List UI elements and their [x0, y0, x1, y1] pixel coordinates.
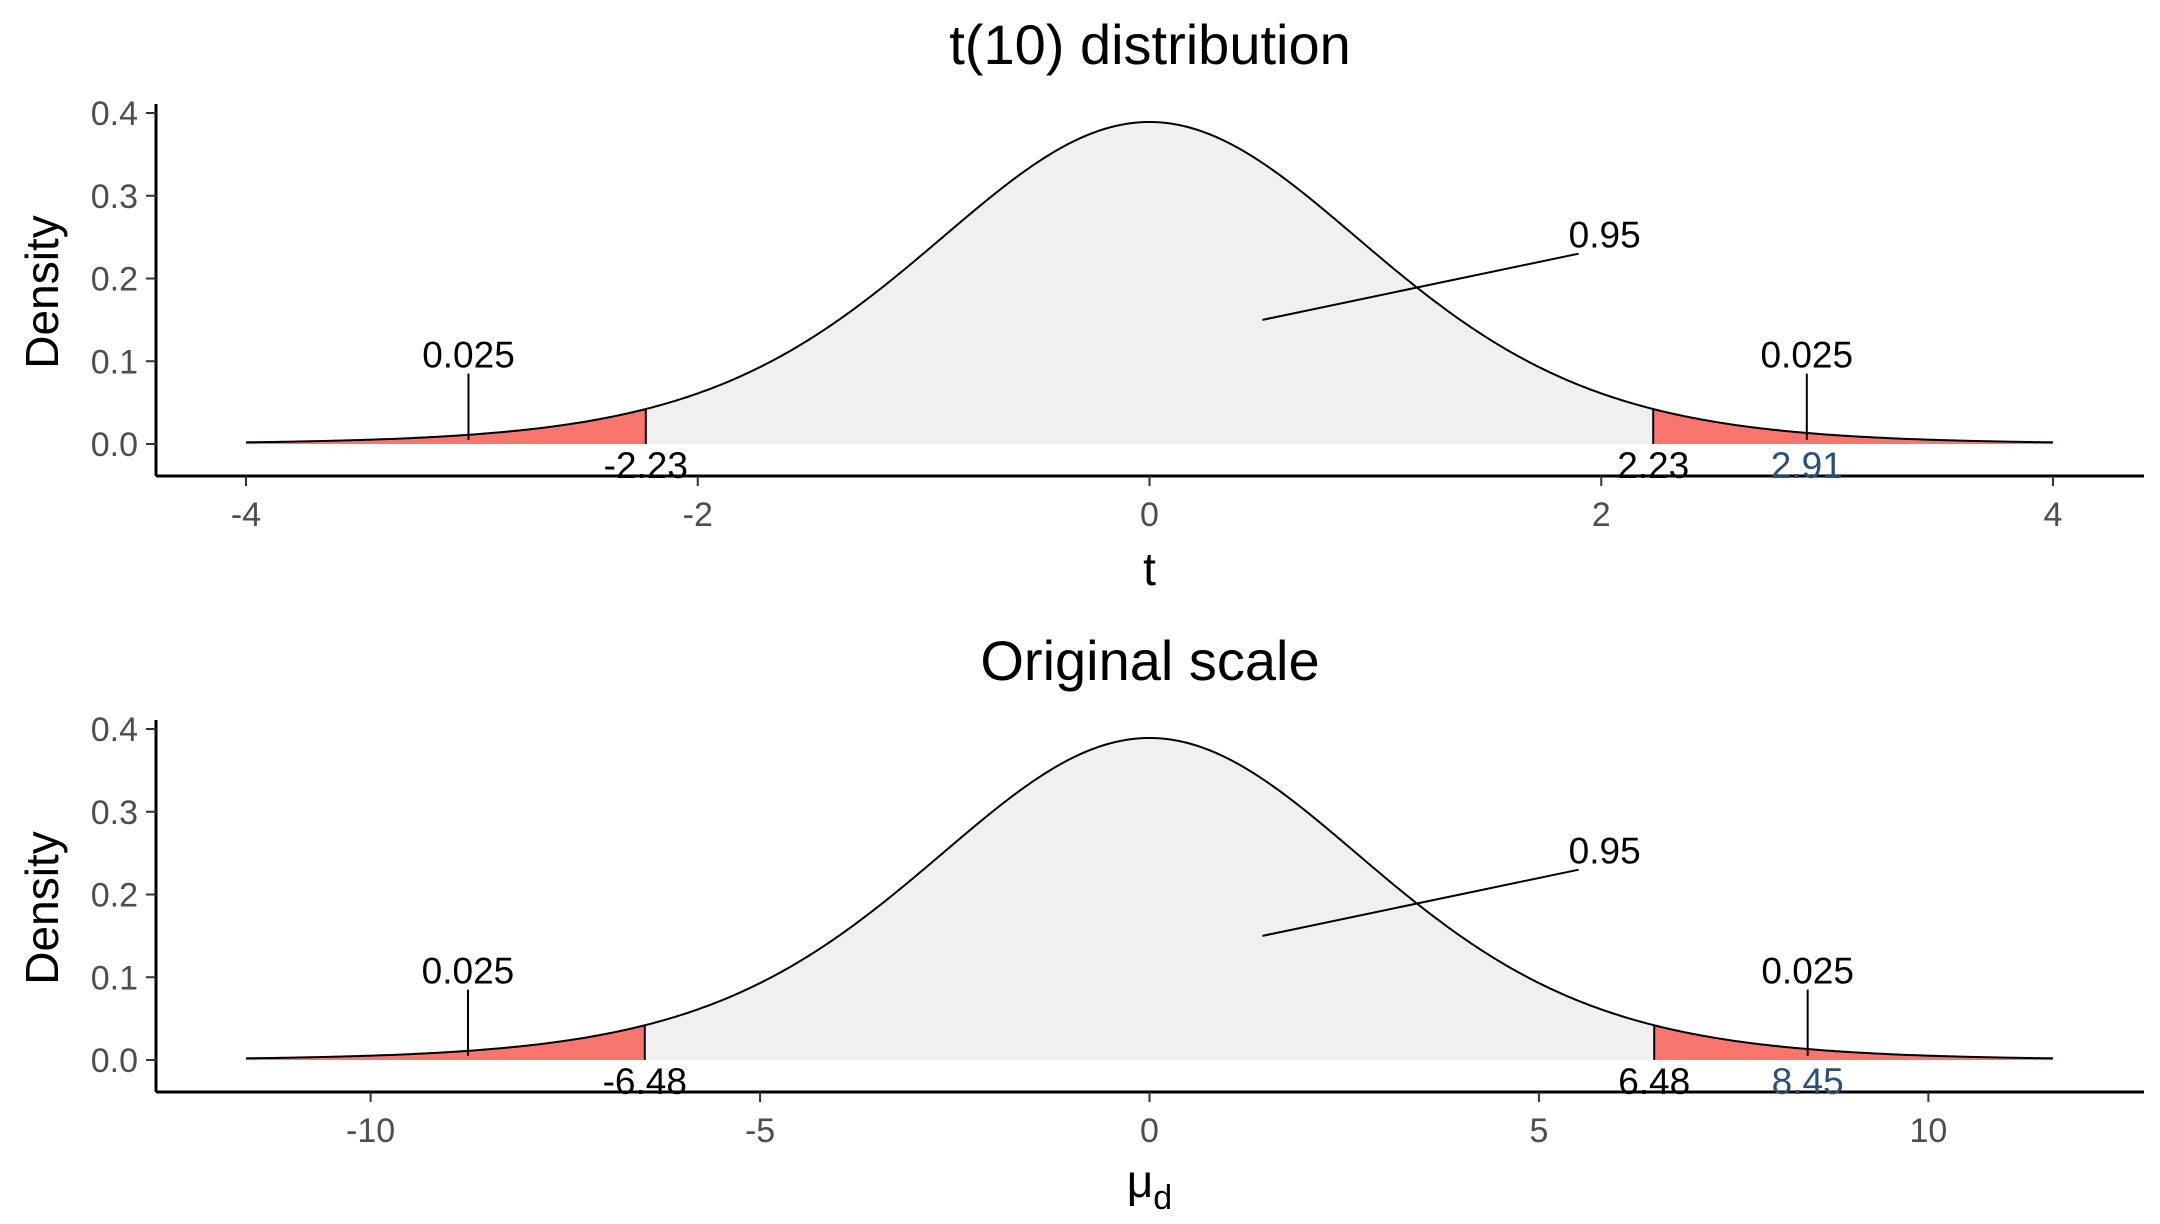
y-tick-label: 0.3 [91, 794, 138, 832]
region-area-3 [1654, 1025, 2053, 1060]
region-area-2 [645, 122, 1654, 444]
y-tick-label: 0.3 [91, 178, 138, 216]
x-tick-label: 0 [1140, 1112, 1159, 1150]
region-probability-label: 0.95 [1569, 215, 1641, 256]
x-tick-label: -10 [346, 1112, 395, 1150]
x-axis-title: t [1143, 543, 1156, 595]
chart-panel-1: t(10) distribution 0.0 0.1 0.2 0.3 0.4 -4 -2 0 2 4… [16, 13, 2144, 595]
region-probability-label: 0.025 [1761, 951, 1854, 992]
annotation-leader-line [1262, 252, 1579, 321]
region-area-1 [246, 409, 646, 444]
y-axis-title: Density [16, 215, 68, 368]
y-axis-title: Density [16, 831, 68, 984]
critical-value-label: 2.23 [1617, 445, 1689, 486]
region-probability-label: 0.95 [1569, 831, 1641, 872]
region-area-3 [1653, 409, 2053, 444]
critical-value-label: 6.48 [1618, 1061, 1690, 1102]
density-curve [245, 737, 2054, 1060]
x-axis-title-subscript: d [1153, 1179, 1172, 1217]
region-area-2 [644, 738, 1655, 1060]
x-tick-label: 0 [1140, 496, 1159, 534]
x-tick-label: 5 [1529, 1112, 1548, 1150]
x-tick-label: 4 [2044, 496, 2063, 534]
y-tick-label: 0.0 [91, 426, 138, 464]
critical-value-label: -2.23 [604, 445, 688, 486]
observed-value-label: 2.91 [1771, 445, 1843, 486]
y-tick-label: 0.2 [91, 261, 138, 299]
x-axis-title-main: μ [1127, 1155, 1154, 1207]
annotation-leader-line [1262, 868, 1579, 937]
x-tick-label: -4 [231, 496, 261, 534]
y-tick-label: 0.1 [91, 959, 138, 997]
x-axis-title: μd [1127, 1155, 1172, 1217]
chart-title: t(10) distribution [949, 13, 1351, 76]
x-tick-label: -5 [745, 1112, 775, 1150]
x-tick-label: 2 [1592, 496, 1611, 534]
y-tick-label: 0.0 [91, 1042, 138, 1080]
x-tick-label: -2 [683, 496, 713, 534]
density-curve [245, 121, 2054, 444]
chart-title: Original scale [980, 629, 1319, 692]
y-tick-label: 0.4 [91, 95, 138, 133]
y-tick-label: 0.4 [91, 711, 138, 749]
y-tick-label: 0.1 [91, 343, 138, 381]
observed-value-label: 8.45 [1772, 1061, 1844, 1102]
region-probability-label: 0.025 [422, 951, 515, 992]
region-probability-label: 0.025 [422, 335, 515, 376]
region-area-1 [246, 1025, 645, 1060]
x-tick-label: 10 [1909, 1112, 1947, 1150]
critical-value-label: -6.48 [603, 1061, 687, 1102]
chart-panel-2: Original scale 0.0 0.1 0.2 0.3 0.4 -10 -5 0 5 10 De… [16, 629, 2144, 1217]
region-probability-label: 0.025 [1760, 335, 1853, 376]
y-tick-label: 0.2 [91, 877, 138, 915]
